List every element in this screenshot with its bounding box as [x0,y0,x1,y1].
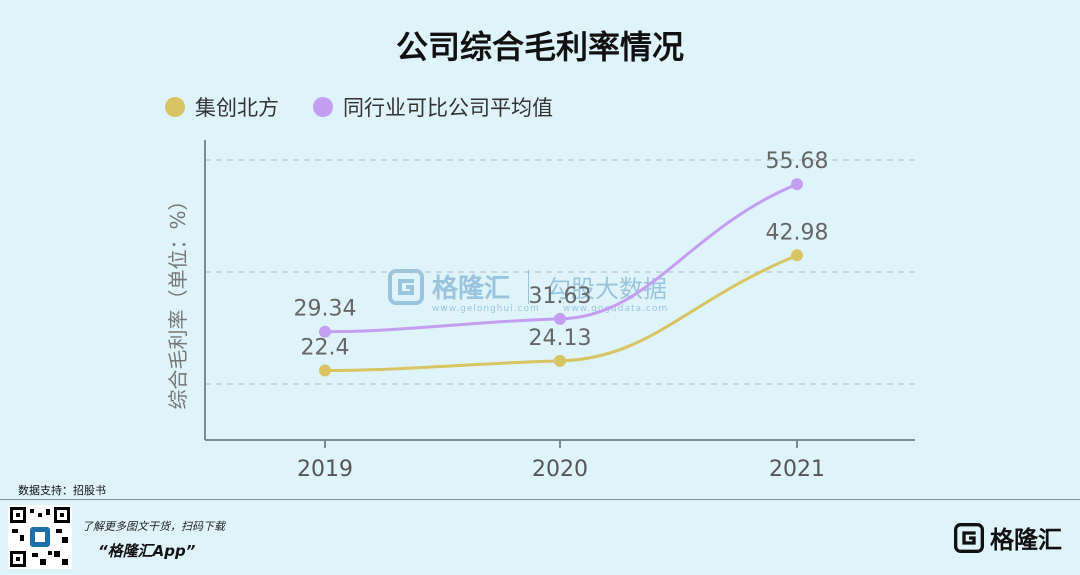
app-name: “格隆汇App” [98,542,196,560]
brand-name: 格隆汇 [990,526,1062,554]
legend-label-series2: 同行业可比公司平均值 [343,96,553,120]
legend-item-series2[interactable]: 同行业可比公司平均值 [313,92,553,122]
data-point-series2 [554,312,566,325]
data-point-series1 [791,249,803,262]
data-label-series1: 24.13 [529,326,592,351]
y-axis-label: 综合毛利率（单位：%） [166,190,190,409]
promo-text: 了解更多图文干货，扫码下载 [82,520,225,533]
series-line-2 [324,182,798,334]
data-label-series1: 42.98 [766,220,829,245]
data-point-series2 [791,178,803,191]
data-point-series2 [319,325,331,338]
legend-marker-series1 [165,97,185,117]
brand-logo: 格隆汇 [954,520,1062,555]
data-label-series2: 29.34 [294,297,357,322]
legend-label-series1: 集创北方 [195,96,279,120]
data-source: 数据支持：招股书 [18,484,106,497]
x-tick-label: 2019 [297,457,353,482]
legend: 集创北方 同行业可比公司平均值 [165,92,553,122]
line-chart: 2019 2020 2021 综合毛利率（单位：%） 22.4 24.13 42.98 29.… [166,140,915,482]
qr-code-icon[interactable] [8,505,72,569]
legend-item-series1[interactable]: 集创北方 [165,92,279,122]
data-point-series1 [319,364,331,377]
data-label-series1: 22.4 [301,336,350,361]
footer-divider [0,499,1080,500]
data-point-series1 [554,354,566,367]
data-label-series2: 31.63 [529,284,592,309]
legend-marker-series2 [313,97,333,117]
x-tick-label: 2021 [769,457,825,482]
x-tick-label: 2020 [532,457,588,482]
data-label-series2: 55.68 [766,149,829,174]
brand-logo-icon [954,522,984,553]
chart-title: 公司综合毛利率情况 [395,28,684,66]
